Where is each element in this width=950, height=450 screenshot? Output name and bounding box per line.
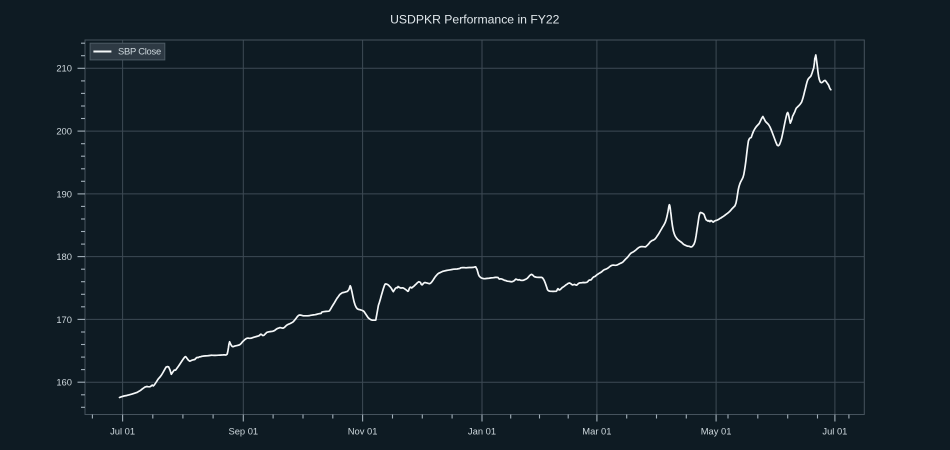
svg-text:Jul 01: Jul 01 — [822, 426, 847, 437]
svg-text:180: 180 — [56, 251, 72, 262]
svg-text:210: 210 — [56, 63, 72, 74]
svg-text:200: 200 — [56, 126, 72, 137]
svg-text:SBP Close: SBP Close — [118, 45, 161, 56]
svg-text:160: 160 — [56, 377, 72, 388]
svg-text:Nov 01: Nov 01 — [348, 426, 378, 437]
svg-text:USDPKR Performance in FY22: USDPKR Performance in FY22 — [390, 13, 560, 27]
svg-text:190: 190 — [56, 188, 72, 199]
svg-text:Jul 01: Jul 01 — [110, 426, 135, 437]
svg-text:170: 170 — [56, 314, 72, 325]
svg-text:Mar 01: Mar 01 — [582, 426, 611, 437]
svg-text:Sep 01: Sep 01 — [228, 426, 258, 437]
svg-text:May 01: May 01 — [701, 426, 732, 437]
svg-text:Jan 01: Jan 01 — [468, 426, 496, 437]
